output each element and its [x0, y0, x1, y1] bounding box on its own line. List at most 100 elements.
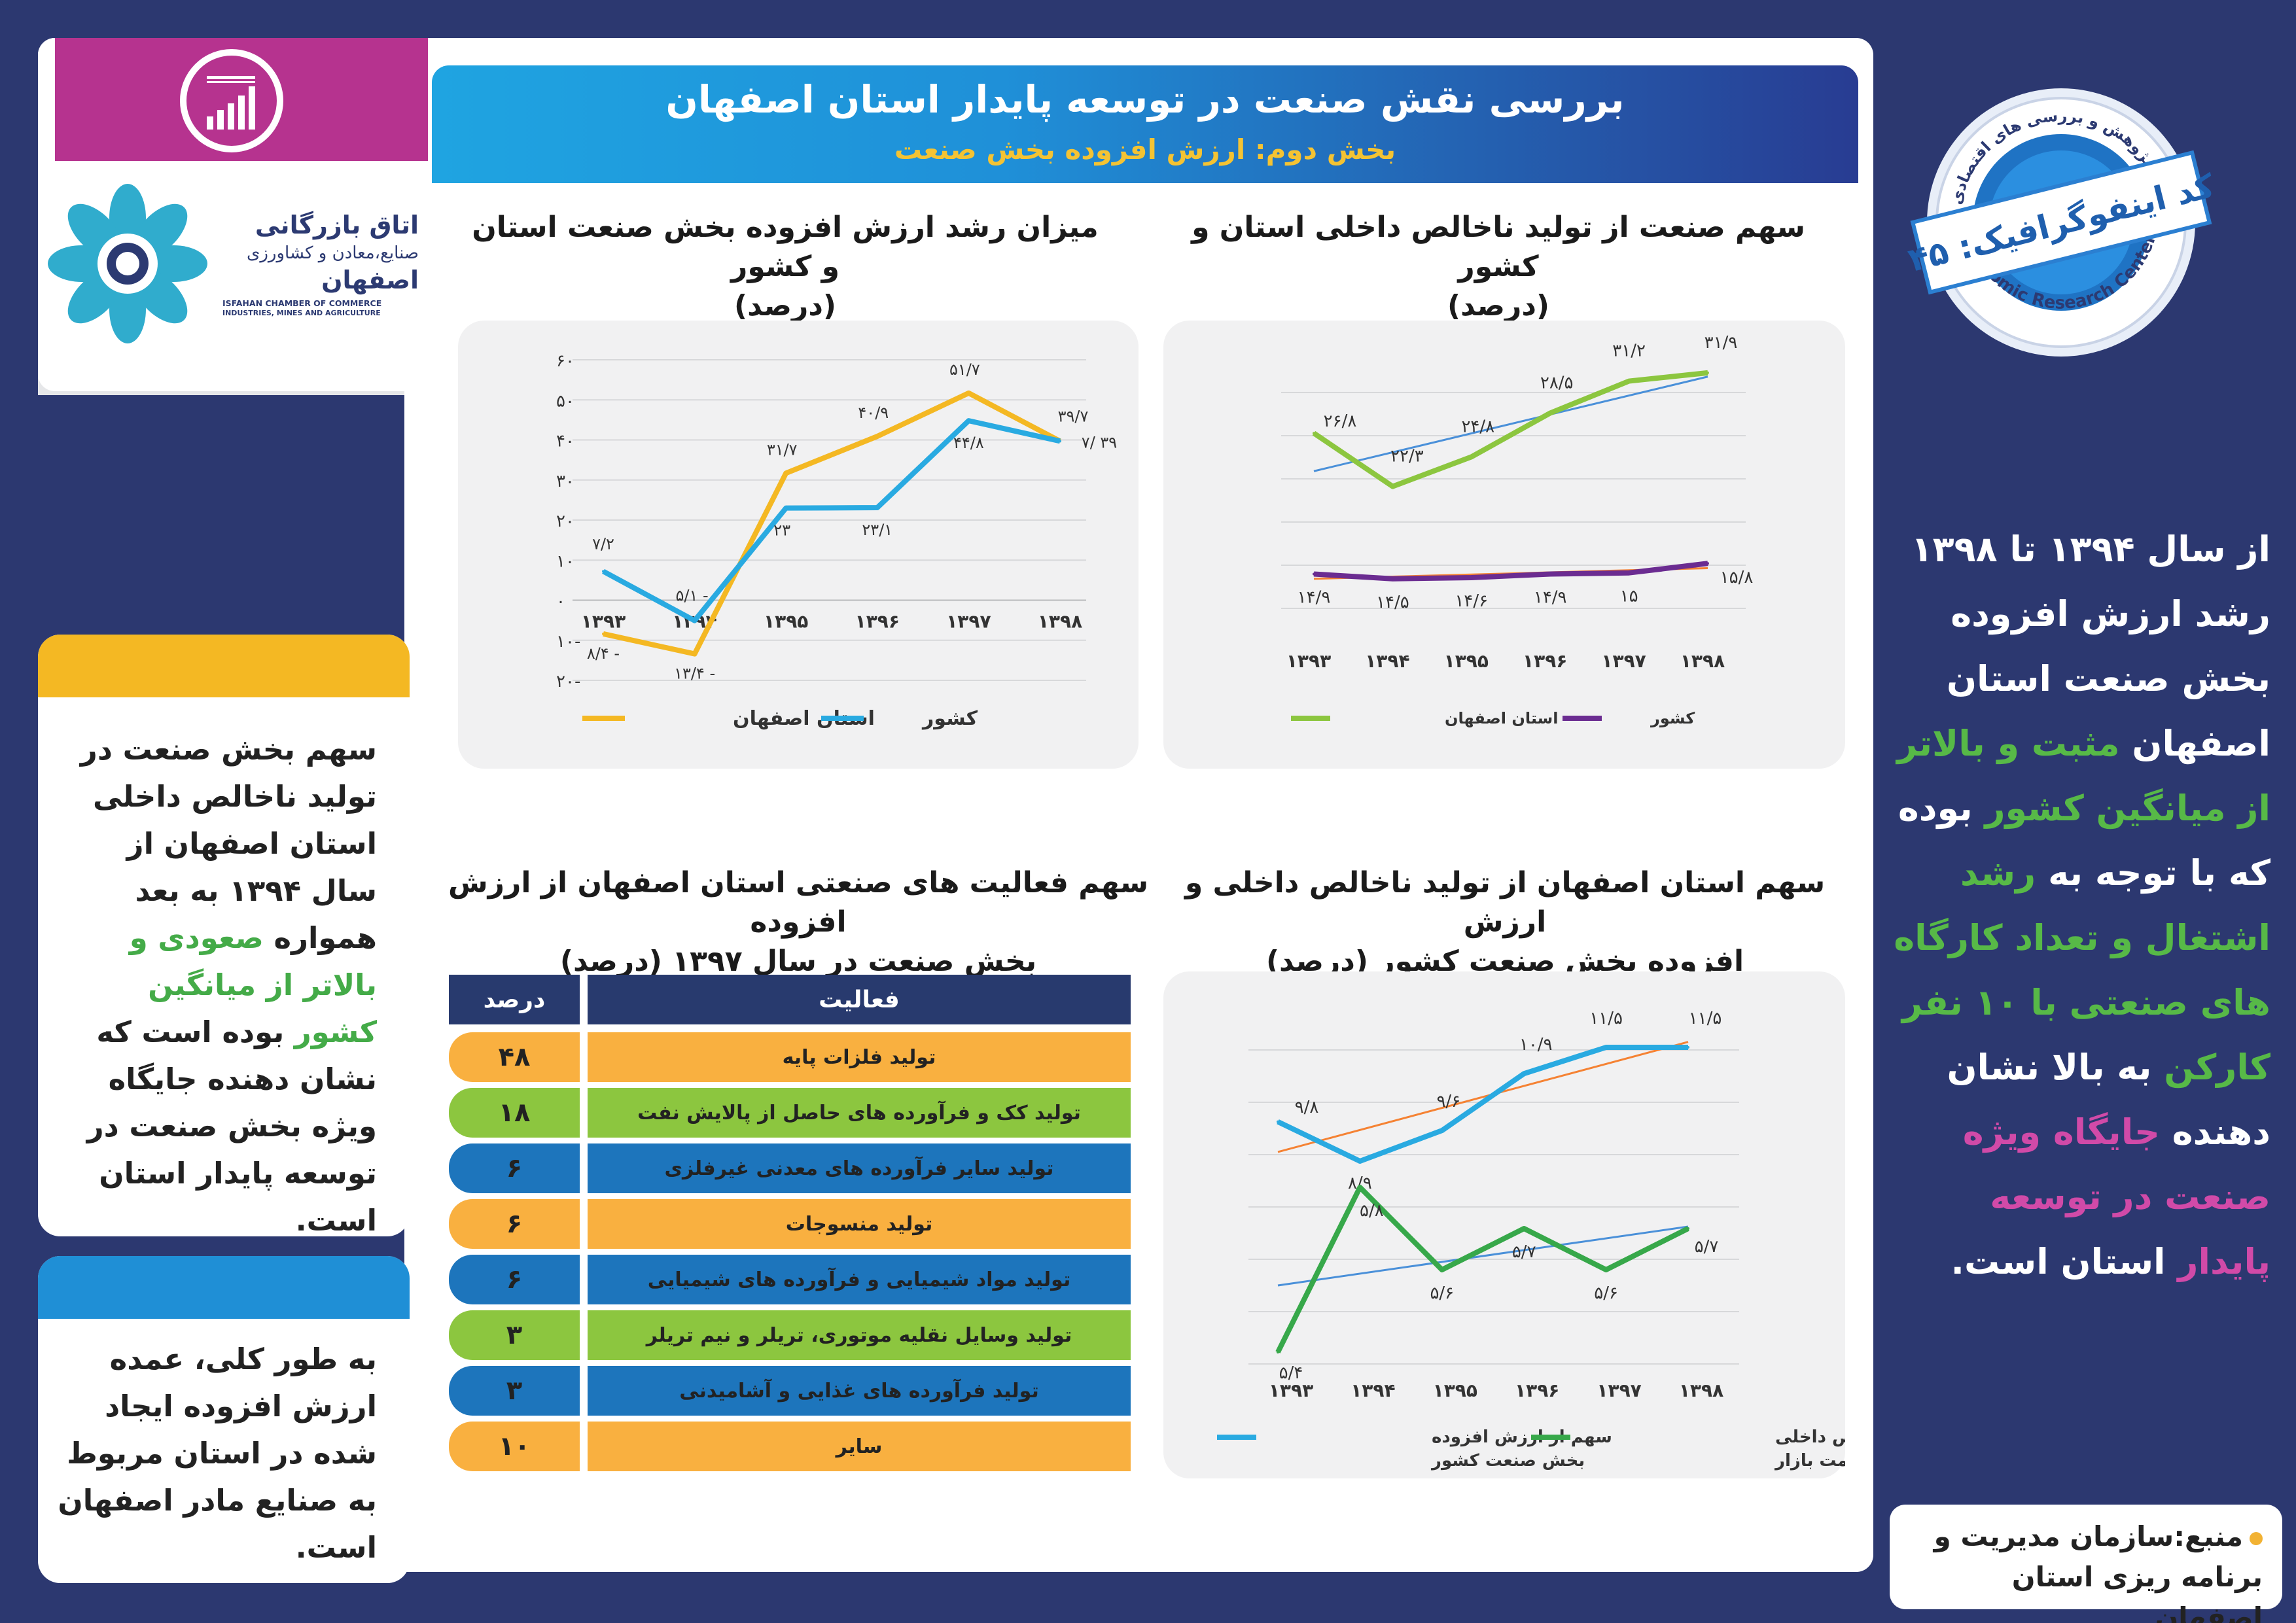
- table-chart-title-line1: سهم فعالیت های صنعتی استان اصفهان از ارز…: [448, 866, 1149, 939]
- share-data-label: ۲۲/۳: [1390, 447, 1424, 466]
- share-point-1: [1391, 577, 1394, 580]
- isfahan-share-chart-title-line1: سهم استان اصفهان از تولید ناخالص داخلی و…: [1184, 866, 1826, 939]
- growth-data-label: ۲۳: [773, 521, 790, 540]
- growth-data-label: - ۵/۱: [676, 587, 709, 605]
- table-row-activity: تولید وسایل نقلیه موتوری، تریلر و نیم تر…: [588, 1310, 1131, 1360]
- share-data-label: ۳۱/۲: [1612, 341, 1646, 361]
- growth-x-tick: ۱۳۹۷: [946, 611, 991, 633]
- table-row-activity: تولید فلزات پایه: [588, 1032, 1131, 1082]
- isf-point-0: [1523, 1072, 1526, 1075]
- table-row-percent: ۱۰: [449, 1422, 580, 1471]
- isf-point-0: [1277, 1120, 1279, 1123]
- logo-fa-line2: صنایع،معادن و کشاورزی: [247, 243, 419, 263]
- share-point-0: [1313, 432, 1315, 435]
- table-row-percent: ۱۸: [449, 1088, 580, 1138]
- share-legend-label-1: کشور: [1650, 709, 1695, 727]
- growth-point-1: [967, 419, 970, 423]
- table-row-activity: تولید منسوجات: [588, 1199, 1131, 1249]
- source-text: منبع:سازمان مدیریت و برنامه ریزی استان ا…: [1934, 1520, 2263, 1623]
- left-card-share: سهم بخش صنعت در تولید ناخالص داخلی استان…: [38, 635, 410, 1236]
- share-point-1: [1627, 571, 1631, 574]
- share-chart-card: ۱۳۹۳ ۱۳۹۴ ۱۳۹۵ ۱۳۹۶ ۱۳۹۷ ۱۳۹۸ ۲۶/۸ ۲۲/۳ ۲۴/۸ ۲۸/۵…: [1163, 321, 1845, 769]
- table-header-percent: درصد: [449, 975, 580, 1024]
- left-card-share-p2: بوده است که نشان دهنده جایگاه ویژه بخش ص…: [86, 1015, 377, 1236]
- share-series-line-0: [1312, 370, 1708, 489]
- isf-data-label: ۹/۸: [1295, 1098, 1319, 1117]
- chamber-logo: اتاق بازرگانی صنایع،معادن و کشاورزی اصفه…: [46, 182, 419, 345]
- table-row-percent: ۶: [449, 1199, 580, 1249]
- share-data-label: ۱۴/۹: [1298, 588, 1331, 608]
- logo-fa-line1: اتاق بازرگانی: [255, 211, 419, 239]
- isf-data-label: ۱۱/۵: [1589, 1009, 1623, 1028]
- left-card-tab-yellow: [38, 635, 410, 697]
- share-data-label: ۲۶/۸: [1324, 411, 1357, 431]
- isfahan-share-chart-card: ۱۳۹۳ ۱۳۹۴ ۱۳۹۵ ۱۳۹۶ ۱۳۹۷ ۱۳۹۸ ۹/۸ ۸/۹ ۹/۶ ۱۰/۹ ۱۱/…: [1163, 971, 2008, 1478]
- isf-data-label: ۵/۷: [1695, 1237, 1719, 1257]
- growth-x-tick: ۱۳۹۵: [764, 611, 808, 633]
- right-summary-p2: بوده که با توجه به: [1898, 788, 2270, 894]
- growth-point-0: [967, 391, 970, 394]
- infographic-code-badge: واحد پژوهش و بررسی های اقتصادی Economic …: [1898, 59, 2225, 386]
- isfahan-share-chart: ۱۳۹۳ ۱۳۹۴ ۱۳۹۵ ۱۳۹۶ ۱۳۹۷ ۱۳۹۸۹/۸۸/۹۹/۶۱۰/۹۱۱/…: [1217, 1009, 2008, 1471]
- growth-chart-title: میزان رشد ارزش افزوده بخش صنعت استان و ک…: [458, 208, 1112, 326]
- share-point-1: [1549, 572, 1552, 576]
- magenta-icon-tab: [55, 38, 428, 161]
- table-row-activity: تولید سایر فرآورده های معدنی غیرفلزی: [588, 1143, 1131, 1193]
- growth-legend-label-1: کشور: [921, 707, 978, 730]
- share-data-label: ۱۴/۶: [1455, 591, 1488, 611]
- isf-legend-label-0b: بخش صنعت کشور: [1430, 1451, 1585, 1471]
- growth-point-0: [875, 434, 879, 438]
- growth-y-tick: -۲۰: [556, 672, 580, 691]
- isf-x-tick: ۱۳۹۷: [1597, 1380, 1641, 1401]
- isf-point-1: [1687, 1227, 1689, 1230]
- left-edge: [0, 654, 38, 1570]
- table-row-percent: ۶: [449, 1255, 580, 1304]
- growth-data-label: ۳۹/۷: [1058, 407, 1089, 425]
- share-point-0: [1706, 371, 1709, 374]
- left-card-mother-text: به طور کلی، عمده ارزش افزوده ایجاد شده د…: [58, 1342, 377, 1565]
- isf-x-tick: ۱۳۹۴: [1351, 1380, 1395, 1401]
- isf-point-1: [1604, 1268, 1608, 1271]
- growth-data-label: ۵۱/۷: [949, 360, 980, 379]
- left-card-share-p1: سهم بخش صنعت در تولید ناخالص داخلی استان…: [80, 732, 377, 955]
- page-title: بررسی نقش صنعت در توسعه پایدار استان اصف…: [665, 77, 1625, 122]
- growth-y-tick: -۱۰: [556, 632, 580, 652]
- growth-point-0: [602, 632, 605, 635]
- isf-data-label: ۵/۶: [1594, 1283, 1618, 1303]
- right-summary-hl3: جایگاه ویژه صنعت در توسعه پایدار: [1962, 1111, 2270, 1282]
- isf-x-tick: ۱۳۹۶: [1515, 1380, 1559, 1401]
- share-data-label: ۲۴/۸: [1461, 417, 1494, 436]
- isf-data-label: ۱۱/۵: [1689, 1009, 1722, 1028]
- share-x-tick: ۱۳۹۵: [1444, 650, 1489, 672]
- isf-data-label: ۵/۴: [1279, 1363, 1303, 1383]
- source-bullet-icon: [2250, 1531, 2263, 1545]
- growth-series-line-1: [602, 418, 1061, 623]
- share-data-label: ۳۱/۹: [1704, 333, 1738, 353]
- growth-chart-title-line2: (درصد): [733, 289, 837, 323]
- share-point-1: [1470, 576, 1473, 579]
- chamber-emblem-icon: [48, 184, 207, 343]
- growth-point-1: [785, 506, 788, 510]
- table-chart-title: سهم فعالیت های صنعتی استان اصفهان از ارز…: [445, 864, 1152, 981]
- bar-chart-icon: [180, 49, 283, 152]
- table-row-percent: ۳: [449, 1366, 580, 1416]
- share-x-tick: ۱۳۹۳: [1286, 650, 1331, 672]
- growth-y-tick: ۱۰: [556, 551, 574, 571]
- table-header-activity: فعالیت: [588, 975, 1131, 1024]
- share-data-label: ۱۴/۵: [1376, 593, 1409, 612]
- growth-y-tick: ۴۰: [556, 432, 574, 451]
- share-series-line-1: [1313, 561, 1708, 582]
- isf-data-label: ۵/۶: [1430, 1283, 1454, 1303]
- growth-point-1: [693, 619, 696, 622]
- share-point-0: [1470, 455, 1473, 459]
- growth-data-label: ۴۴/۸: [953, 434, 984, 452]
- share-data-label: ۱۵/۸: [1720, 568, 1754, 587]
- share-x-tick: ۱۳۹۷: [1601, 650, 1646, 672]
- source-box: منبع:سازمان مدیریت و برنامه ریزی استان ا…: [1890, 1505, 2282, 1623]
- right-summary-p1: از سال ۱۳۹۴ تا ۱۳۹۸ رشد ارزش افزوده بخش …: [1911, 529, 2270, 764]
- share-x-tick: ۱۳۹۸: [1680, 650, 1725, 672]
- isf-data-label: ۵/۸: [1360, 1201, 1384, 1221]
- share-x-tick: ۱۳۹۶: [1523, 650, 1567, 672]
- share-point-0: [1627, 379, 1631, 383]
